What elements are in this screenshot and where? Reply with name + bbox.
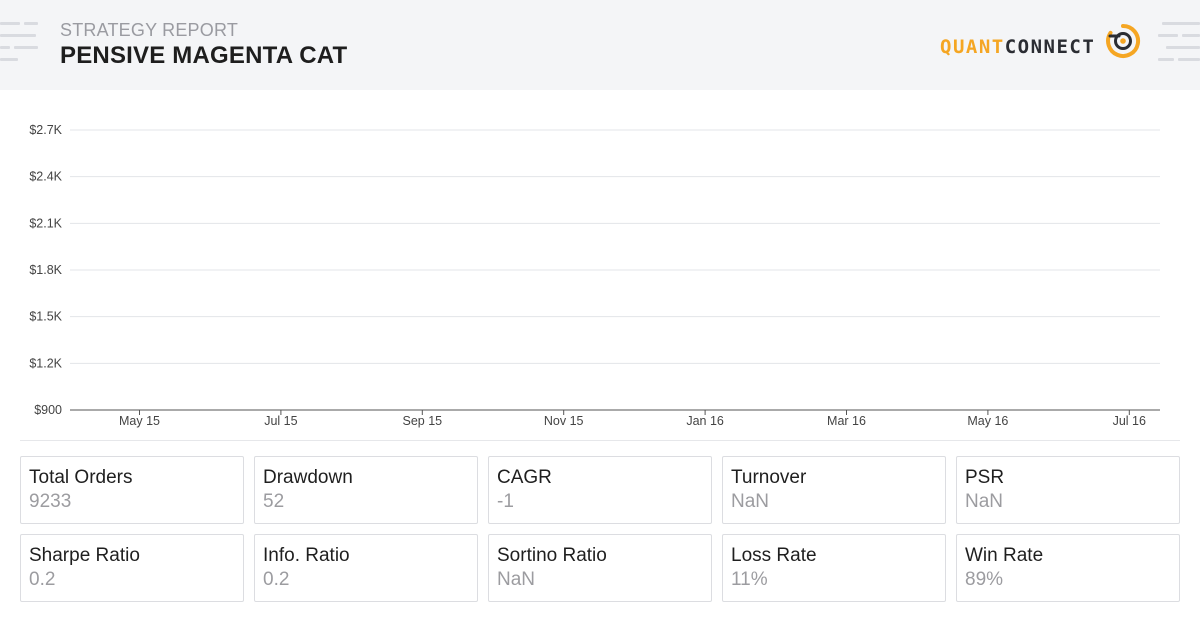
stat-label: Turnover [731,467,807,488]
stat-value: 89% [965,569,1004,590]
stat-card-total-orders: Total Orders 9233 [20,456,244,524]
stat-value: 9233 [29,491,72,512]
stat-value: 11% [731,569,768,590]
stat-value: NaN [965,491,1004,512]
stat-label: Loss Rate [731,545,817,566]
stat-card-loss-rate: Loss Rate 11% [722,534,946,602]
x-tick-label: May 15 [119,414,160,428]
stat-value: 0.2 [29,569,56,590]
stat-card-cagr: CAGR -1 [488,456,712,524]
y-axis-labels: $900 $1.2K $1.5K $1.8K $2.1K $2.4K $2.7K [29,123,62,417]
y-tick-label: $1.8K [29,263,62,277]
x-tick-label: Sep 15 [402,414,442,428]
stat-card-sharpe-ratio: Sharpe Ratio 0.2 [20,534,244,602]
stat-label: CAGR [497,467,552,488]
stat-label: Sortino Ratio [497,545,607,566]
strategy-name: PENSIVE MAGENTA CAT [60,42,348,69]
report-subtitle: STRATEGY REPORT [60,20,239,40]
report-header: STRATEGY REPORT PENSIVE MAGENTA CAT QUAN… [0,0,1200,90]
chart-gridlines [70,129,1160,364]
stat-label: Info. Ratio [263,545,350,566]
stat-card-psr: PSR NaN [956,456,1180,524]
logo-text-connect: CONNECT [1004,36,1096,58]
stat-value: -1 [497,491,514,512]
stat-label: Win Rate [965,545,1044,566]
x-tick-label: Mar 16 [827,414,866,428]
x-tick-label: Jan 16 [686,414,724,428]
stat-card-info-ratio: Info. Ratio 0.2 [254,534,478,602]
logo-text-quant: QUANT [940,36,1005,58]
stat-label: Total Orders [29,467,133,488]
y-tick-label: $2.7K [29,123,62,137]
stat-value: 52 [263,491,285,512]
stat-label: PSR [965,467,1005,488]
y-tick-label: $1.5K [29,310,62,324]
quantconnect-logo: QUANTCONNECT [940,36,1095,62]
x-tick-label: Jul 15 [264,414,297,428]
y-tick-label: $1.2K [29,356,62,370]
stat-card-drawdown: Drawdown 52 [254,456,478,524]
stat-label: Drawdown [263,467,353,488]
x-tick-label: Nov 15 [544,414,584,428]
y-tick-label: $900 [34,403,62,417]
stat-value: 0.2 [263,569,290,590]
equity-chart: $900 $1.2K $1.5K $1.8K $2.1K $2.4K $2.7K May 1… [29,123,1160,428]
y-tick-label: $2.1K [29,216,62,230]
y-tick-label: $2.4K [29,170,62,184]
stat-value: NaN [731,491,770,512]
stat-card-sortino-ratio: Sortino Ratio NaN [488,534,712,602]
chart-divider [20,440,1180,441]
stat-label: Sharpe Ratio [29,545,140,566]
stat-card-win-rate: Win Rate 89% [956,534,1180,602]
quantconnect-logo-icon [1106,23,1140,58]
x-tick-label: Jul 16 [1113,414,1146,428]
stat-card-turnover: Turnover NaN [722,456,946,524]
x-axis-labels: May 15 Jul 15 Sep 15 Nov 15 Jan 16 Mar 16 May … [119,410,1146,428]
stat-value: NaN [497,569,536,590]
x-tick-label: May 16 [967,414,1008,428]
